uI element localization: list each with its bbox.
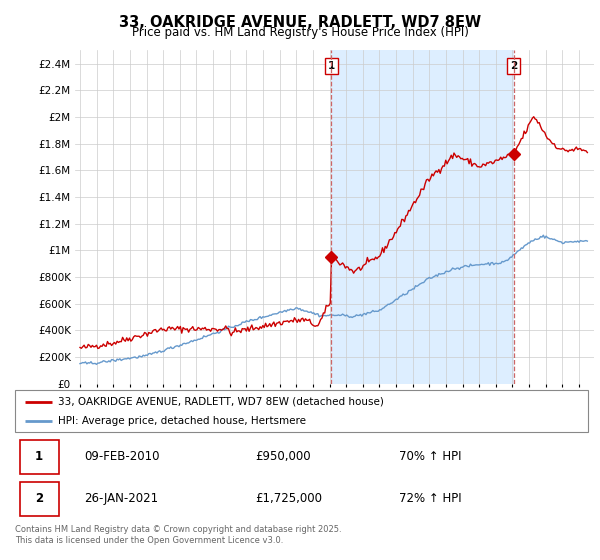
Text: 70% ↑ HPI: 70% ↑ HPI [399, 450, 461, 464]
Text: £1,725,000: £1,725,000 [256, 492, 323, 506]
Text: HPI: Average price, detached house, Hertsmere: HPI: Average price, detached house, Hert… [58, 416, 306, 426]
Text: £950,000: £950,000 [256, 450, 311, 464]
Text: 33, OAKRIDGE AVENUE, RADLETT, WD7 8EW (detached house): 33, OAKRIDGE AVENUE, RADLETT, WD7 8EW (d… [58, 396, 384, 407]
Text: 1: 1 [35, 450, 43, 464]
Text: Contains HM Land Registry data © Crown copyright and database right 2025.
This d: Contains HM Land Registry data © Crown c… [15, 525, 341, 545]
Text: 1: 1 [328, 62, 335, 71]
Text: 33, OAKRIDGE AVENUE, RADLETT, WD7 8EW: 33, OAKRIDGE AVENUE, RADLETT, WD7 8EW [119, 15, 481, 30]
Text: 09-FEB-2010: 09-FEB-2010 [84, 450, 159, 464]
FancyBboxPatch shape [20, 482, 59, 516]
Text: 72% ↑ HPI: 72% ↑ HPI [399, 492, 461, 506]
Bar [331, 50, 514, 384]
Text: 26-JAN-2021: 26-JAN-2021 [84, 492, 158, 506]
Text: 2: 2 [35, 492, 43, 506]
Text: Price paid vs. HM Land Registry's House Price Index (HPI): Price paid vs. HM Land Registry's House … [131, 26, 469, 39]
Text: 2: 2 [510, 62, 517, 71]
FancyBboxPatch shape [15, 390, 588, 432]
FancyBboxPatch shape [20, 440, 59, 474]
